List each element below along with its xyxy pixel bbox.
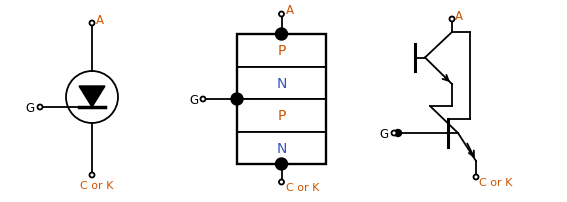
- Circle shape: [37, 105, 43, 110]
- Circle shape: [201, 97, 205, 102]
- Text: P: P: [277, 109, 286, 123]
- Circle shape: [231, 94, 243, 105]
- Bar: [237, 100, 326, 132]
- Bar: [237, 67, 326, 100]
- Text: G: G: [380, 128, 389, 141]
- Text: P: P: [277, 44, 286, 58]
- Text: N: N: [276, 141, 287, 155]
- Circle shape: [391, 131, 396, 136]
- Circle shape: [279, 13, 284, 17]
- Polygon shape: [79, 87, 105, 107]
- Circle shape: [276, 158, 287, 170]
- Circle shape: [450, 17, 455, 22]
- Text: C or K: C or K: [80, 180, 113, 190]
- Circle shape: [90, 173, 95, 178]
- Circle shape: [473, 175, 479, 180]
- Bar: [237, 132, 326, 164]
- Circle shape: [90, 21, 95, 26]
- Text: C or K: C or K: [479, 177, 513, 187]
- Circle shape: [395, 130, 401, 137]
- Text: A: A: [96, 14, 104, 26]
- Text: A: A: [455, 9, 463, 22]
- Text: C or K: C or K: [286, 182, 319, 192]
- Text: G: G: [26, 102, 35, 115]
- Text: N: N: [276, 76, 287, 90]
- Text: A: A: [286, 3, 294, 16]
- Circle shape: [279, 180, 284, 185]
- Text: G: G: [189, 94, 198, 107]
- Bar: [237, 35, 326, 164]
- Circle shape: [276, 29, 287, 41]
- Bar: [237, 35, 326, 67]
